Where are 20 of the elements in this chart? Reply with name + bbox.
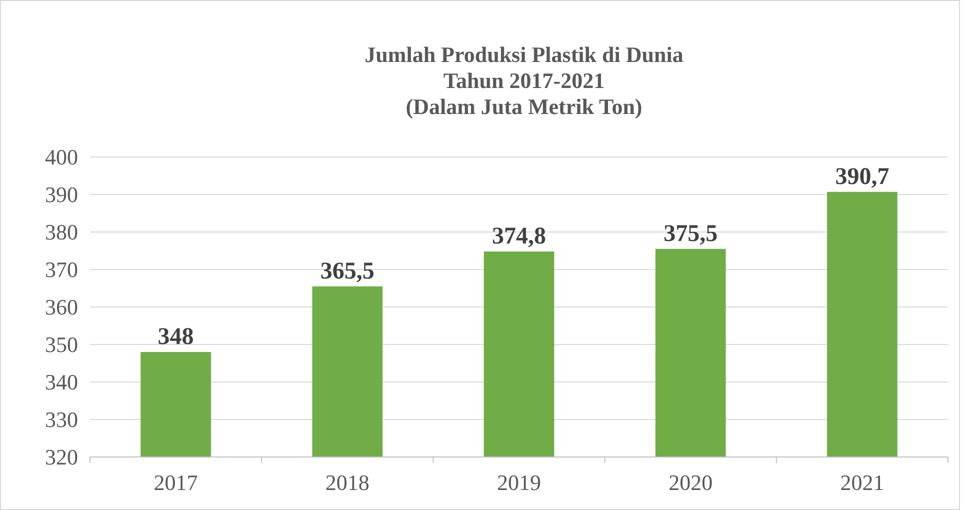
chart-title: Jumlah Produksi Plastik di Dunia Tahun 2017-2021 (Dalam Juta Metrik Ton) <box>364 42 684 119</box>
data-label: 374,8 <box>492 224 546 250</box>
y-tick-label: 350 <box>45 332 78 358</box>
x-tick-label: 2018 <box>325 470 370 495</box>
y-tick-label: 330 <box>45 407 78 432</box>
y-tick-label: 400 <box>45 144 78 170</box>
x-tick-label: 2017 <box>154 470 198 495</box>
y-tick-label: 320 <box>45 444 78 470</box>
data-label: 365,5 <box>320 258 374 284</box>
data-label: 375,5 <box>664 220 718 247</box>
y-tick-label: 340 <box>45 370 78 395</box>
x-tick-label: 2019 <box>497 470 541 495</box>
data-label: 348 <box>158 324 194 350</box>
x-tick-label: 2021 <box>840 470 884 495</box>
y-tick-label: 360 <box>45 294 78 320</box>
x-tick-label: 2020 <box>668 470 713 495</box>
y-tick-label: 390 <box>45 182 78 208</box>
y-tick-label: 380 <box>45 220 78 245</box>
y-tick-label: 370 <box>45 257 78 282</box>
data-label: 390,7 <box>835 164 890 190</box>
